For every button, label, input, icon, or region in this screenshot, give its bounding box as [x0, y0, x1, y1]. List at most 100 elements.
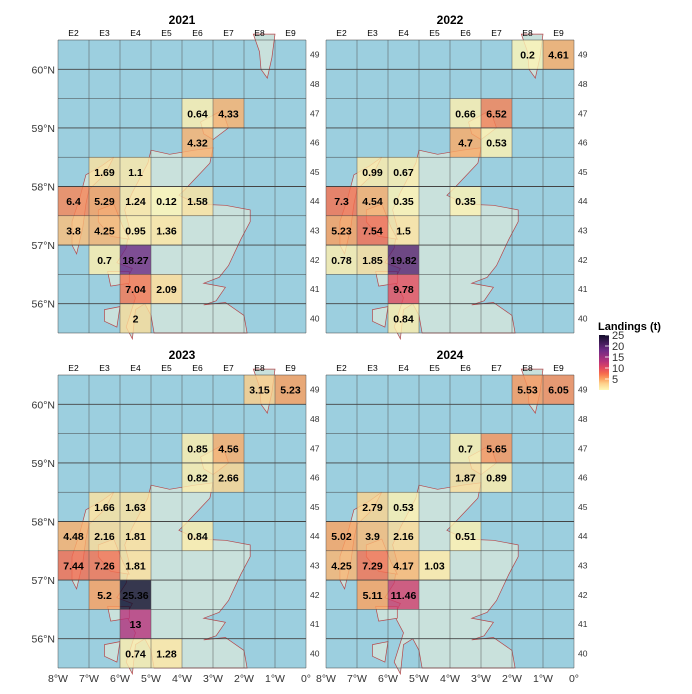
cell-label: 7.54: [362, 225, 383, 237]
cell-label: 1.87: [455, 473, 476, 485]
row-label: 44: [310, 531, 320, 541]
lon-tick-label: 2°W: [502, 673, 522, 685]
cell-label: 0.66: [455, 108, 476, 120]
cell-E4-41: [388, 274, 419, 304]
cell-E4-41: [120, 609, 151, 639]
cell-label: 1.1: [128, 167, 143, 179]
cell-E8-49: [512, 40, 543, 70]
column-label: E9: [285, 28, 296, 38]
cell-E2-43: [58, 215, 89, 246]
row-label: 47: [578, 108, 588, 118]
lat-tick-label: 59°N: [32, 458, 55, 470]
column-label: E3: [367, 28, 378, 38]
cell-E4-40: [120, 638, 151, 668]
cell-E6-47: [450, 98, 481, 128]
row-label: 49: [578, 385, 588, 395]
cell-label: 2.09: [156, 284, 177, 296]
cell-label: 6.05: [548, 385, 569, 397]
cell-E3-45: [89, 492, 120, 522]
row-label: 43: [310, 560, 320, 570]
lat-tick-label: 57°N: [32, 575, 55, 587]
cell-E8-49: [244, 375, 275, 405]
cell-E6-44: [182, 186, 213, 216]
cell-label: 0.95: [125, 225, 146, 237]
panel-title: 2021: [169, 13, 196, 27]
row-label: 49: [578, 50, 588, 60]
cell-label: 0.12: [156, 196, 177, 208]
cell-label: 5.29: [94, 196, 115, 208]
cell-E7-46: [481, 127, 512, 158]
lon-tick-label: 8°W: [48, 673, 68, 685]
cell-E4-45: [120, 157, 151, 187]
cell-label: 2.79: [362, 502, 383, 514]
cell-E2-43: [326, 550, 357, 581]
cell-label: 25.36: [122, 590, 148, 602]
column-label: E8: [254, 28, 265, 38]
lon-tick-label: 8°W: [316, 673, 336, 685]
cell-E6-46: [450, 462, 481, 493]
panel-title: 2023: [169, 348, 196, 362]
cell-E4-43: [120, 550, 151, 581]
cell-label: 9.78: [393, 284, 414, 296]
cell-label: 1.58: [187, 196, 208, 208]
lat-tick-label: 56°N: [32, 634, 55, 646]
cell-label: 0.84: [393, 313, 414, 325]
column-label: E4: [130, 363, 141, 373]
column-label: E8: [254, 363, 265, 373]
cell-label: 1.81: [125, 531, 146, 543]
column-label: E7: [223, 28, 234, 38]
cell-label: 1.5: [396, 225, 411, 237]
cell-E4-43: [120, 215, 151, 246]
cell-E4-40: [388, 303, 419, 333]
map-panel-2024: 5.53 6.05 0.7 5.65 1.87 0.89 2.79 0.53 5.02 3.9 2.…: [316, 348, 588, 685]
cell-label: 0.67: [393, 167, 414, 179]
lon-tick-label: 5°W: [141, 673, 161, 685]
lat-tick-label: 58°N: [32, 517, 55, 529]
legend-tick-label: 5: [612, 374, 618, 386]
cell-E3-45: [89, 157, 120, 187]
row-label: 43: [578, 560, 588, 570]
cell-E3-43: [357, 215, 388, 246]
cell-label: 0.74: [125, 648, 146, 660]
cell-label: 3.15: [249, 385, 270, 397]
cell-E3-44: [89, 186, 120, 216]
row-label: 45: [310, 167, 320, 177]
lat-tick-label: 60°N: [32, 399, 55, 411]
cell-label: 1.28: [156, 648, 177, 660]
column-label: E4: [398, 28, 409, 38]
cell-E9-49: [543, 40, 574, 70]
cell-label: 5.23: [280, 385, 301, 397]
row-label: 46: [310, 473, 320, 483]
cell-label: 0.82: [187, 473, 208, 485]
column-label: E2: [336, 28, 347, 38]
cell-label: 1.03: [424, 560, 445, 572]
island: [104, 306, 121, 328]
cell-E4-44: [120, 521, 151, 551]
row-label: 49: [310, 385, 320, 395]
cell-E6-47: [450, 433, 481, 463]
cell-E7-47: [213, 433, 244, 463]
cell-E3-43: [357, 550, 388, 581]
row-label: 48: [578, 414, 588, 424]
cell-E4-44: [388, 521, 419, 551]
cell-label: 4.61: [548, 50, 569, 62]
cell-label: 1.85: [362, 255, 383, 267]
cell-label: 0.51: [455, 531, 476, 543]
cell-E4-43: [388, 550, 419, 581]
cell-label: 0.53: [393, 502, 414, 514]
row-label: 48: [310, 79, 320, 89]
legend-colorbar: [599, 335, 609, 390]
cell-label: 0.35: [393, 196, 414, 208]
cell-label: 0.64: [187, 108, 208, 120]
row-label: 48: [310, 414, 320, 424]
column-label: E9: [553, 363, 564, 373]
lat-tick-label: 58°N: [32, 182, 55, 194]
row-label: 47: [578, 443, 588, 453]
row-label: 47: [310, 108, 320, 118]
lon-tick-label: 6°W: [110, 673, 130, 685]
map-panel-2021: 0.64 4.33 4.32 1.69 1.1 6.4 5.29 1.24 0.12 1.58 3.…: [32, 13, 320, 341]
cell-E5-41: [151, 274, 182, 304]
row-label: 43: [310, 225, 320, 235]
